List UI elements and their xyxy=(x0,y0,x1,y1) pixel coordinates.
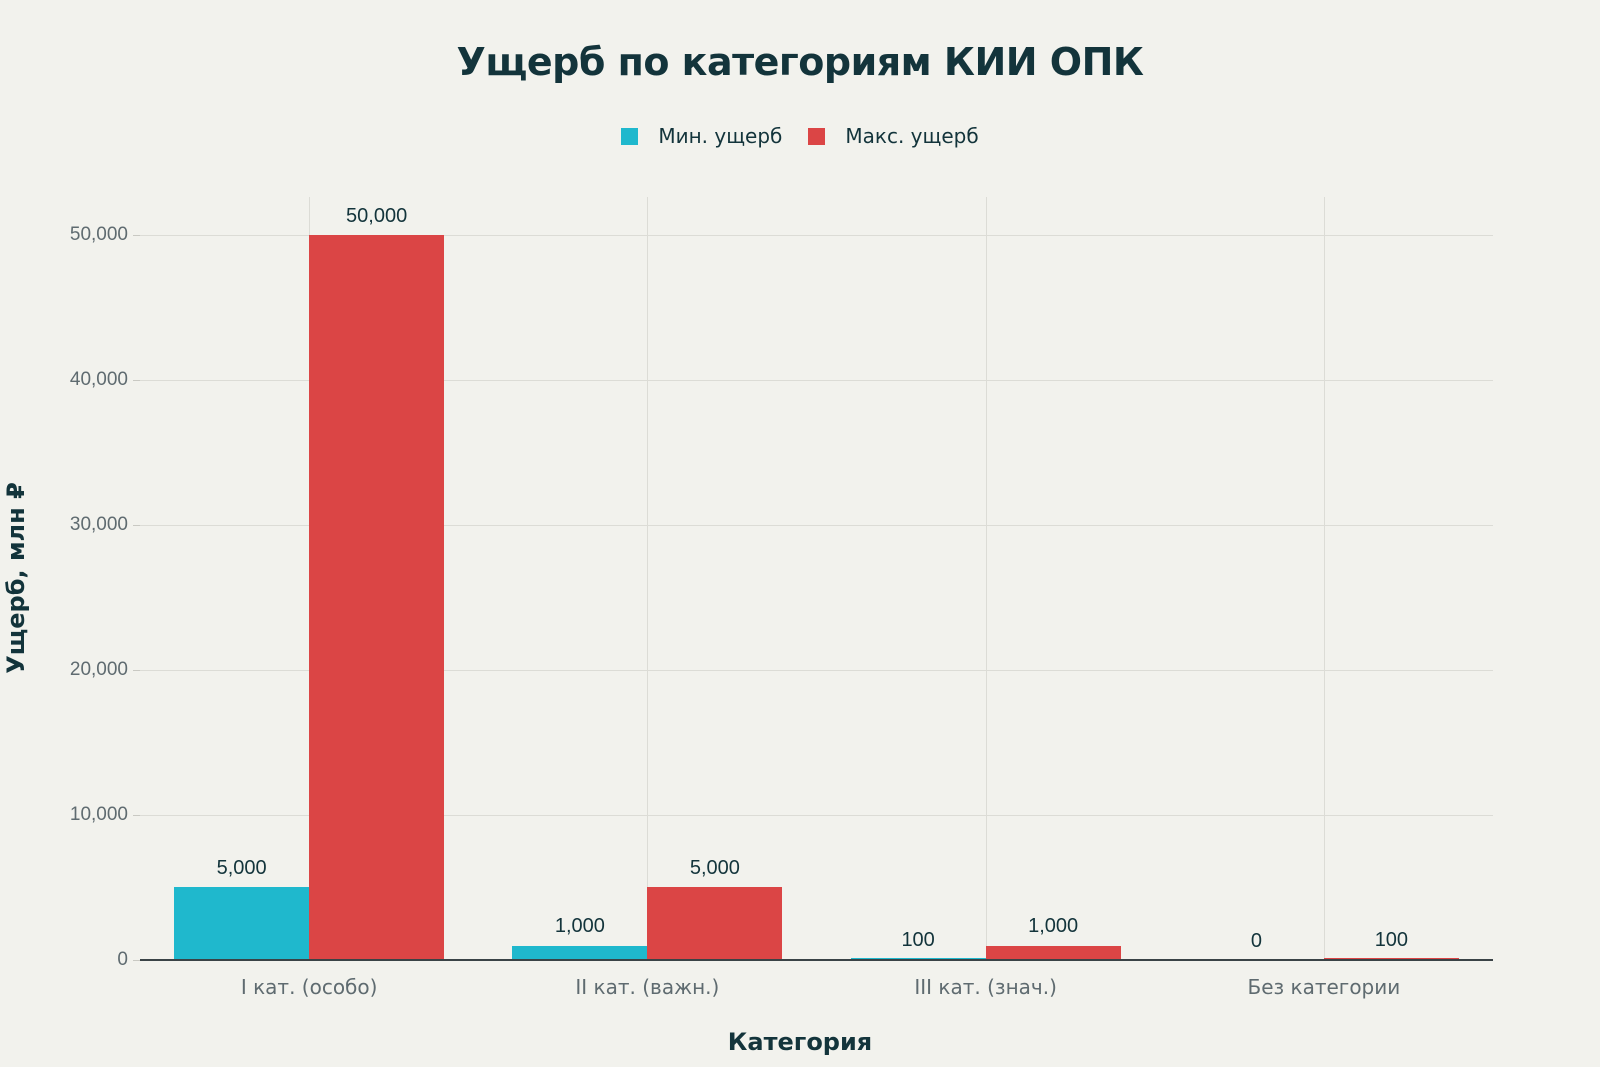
bar-value-label: 5,000 xyxy=(216,857,267,880)
bar-min[interactable] xyxy=(174,887,310,960)
y-tick-label: 30,000 xyxy=(69,513,128,535)
y-tick-label: 40,000 xyxy=(69,368,128,390)
bar-max[interactable] xyxy=(647,887,783,960)
legend-swatch-min xyxy=(621,127,639,145)
bar-value-label: 100 xyxy=(1374,928,1409,951)
x-tick-label: I кат. (особо) xyxy=(240,975,378,999)
v-gridline xyxy=(985,197,987,960)
legend-item-max[interactable]: Макс. ущерб xyxy=(808,124,979,148)
legend-label-max: Макс. ущерб xyxy=(845,124,979,148)
bar-max[interactable] xyxy=(985,945,1121,960)
bar-min[interactable] xyxy=(512,945,648,960)
legend-swatch-max xyxy=(808,127,826,145)
legend-item-min[interactable]: Мин. ущерб xyxy=(621,124,782,148)
y-tick-mark xyxy=(133,524,140,526)
y-tick-mark xyxy=(133,960,140,961)
h-gridline xyxy=(140,379,1493,381)
y-tick-label: 50,000 xyxy=(69,223,128,245)
y-axis-title: Ущерб, млн ₽ xyxy=(2,482,30,674)
y-tick-label: 10,000 xyxy=(69,803,128,825)
x-axis-title: Категория xyxy=(727,1028,873,1056)
y-tick-mark xyxy=(133,669,140,671)
h-gridline xyxy=(140,814,1493,816)
v-gridline xyxy=(1323,197,1325,960)
bar-value-label: 50,000 xyxy=(346,204,408,227)
chart-title: Ущерб по категориям КИИ ОПК xyxy=(456,40,1144,84)
legend-label-min: Мин. ущерб xyxy=(658,124,783,148)
bar-value-label: 100 xyxy=(901,928,935,951)
y-tick-label: 0 xyxy=(117,949,128,970)
plot-area: 5,000 50,000 1,000 5,000 100 1,000 0 100 xyxy=(140,197,1493,961)
x-tick-label: Без категории xyxy=(1247,975,1401,999)
y-tick-mark xyxy=(133,234,140,236)
x-axis-line xyxy=(140,959,1493,961)
x-tick-label: II кат. (важн.) xyxy=(575,975,720,999)
h-gridline xyxy=(140,669,1493,671)
bar-value-label: 1,000 xyxy=(554,915,605,938)
y-tick-label: 20,000 xyxy=(69,658,128,680)
bar-value-label: 0 xyxy=(1250,930,1262,952)
v-gridline xyxy=(647,197,649,960)
bar-value-label: 1,000 xyxy=(1028,915,1079,938)
h-gridline xyxy=(140,234,1493,236)
bar-value-label: 5,000 xyxy=(689,857,740,880)
legend: Мин. ущерб Макс. ущерб xyxy=(0,124,1600,148)
x-tick-label: III кат. (знач.) xyxy=(914,975,1057,999)
h-gridline xyxy=(140,524,1493,526)
y-tick-mark xyxy=(133,379,140,381)
bar-max[interactable] xyxy=(309,234,445,960)
y-tick-mark xyxy=(133,814,140,816)
